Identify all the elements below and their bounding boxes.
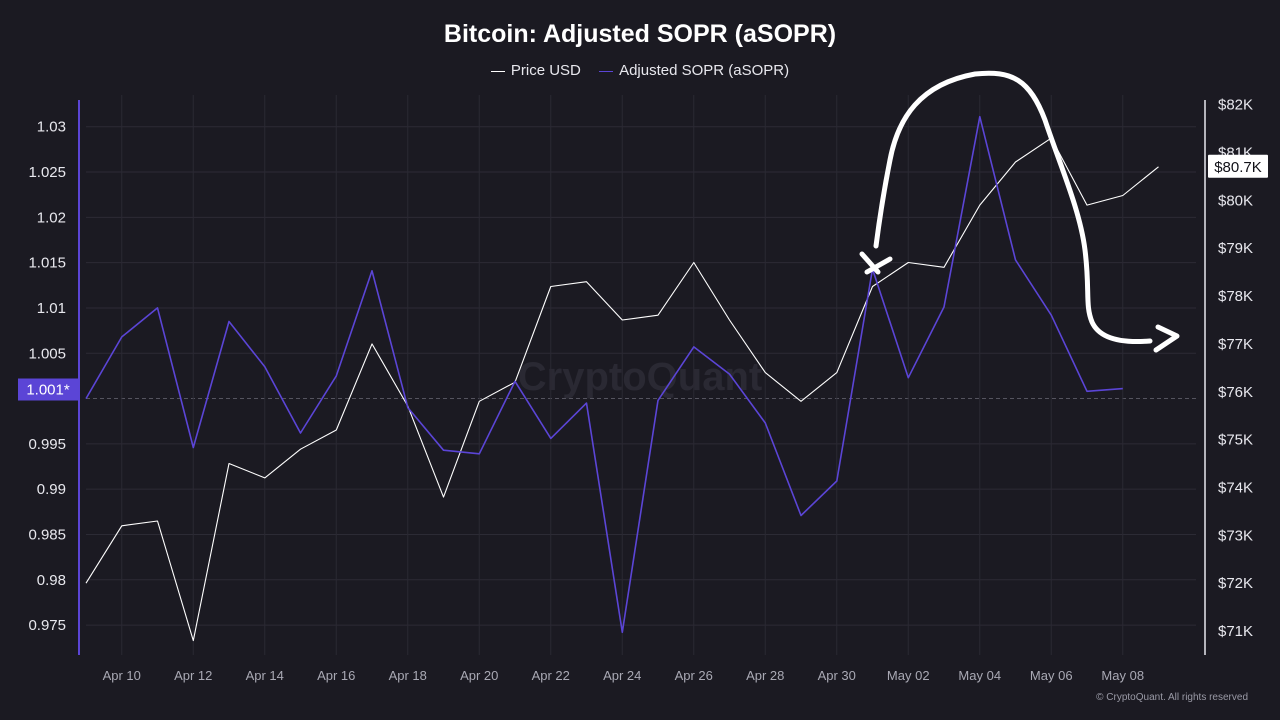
hand-drawn-annotation xyxy=(859,70,1180,353)
y-left-current-label: 1.001* xyxy=(26,381,70,398)
y-left-tick-label: 1.005 xyxy=(28,345,66,362)
x-tick-label: Apr 26 xyxy=(675,668,713,683)
y-left-tick-label: 1.015 xyxy=(28,255,66,272)
legend-swatch-asopr xyxy=(599,70,614,72)
y-left-tick-label: 1.01 xyxy=(37,300,66,317)
legend-item-price[interactable]: Price USD xyxy=(490,62,581,79)
series-lines xyxy=(85,115,1159,642)
y-right-tick-label: $77K xyxy=(1218,336,1253,353)
legend-item-asopr[interactable]: Adjusted SOPR (aSOPR) xyxy=(599,62,789,79)
annotation-arrowhead xyxy=(1153,324,1180,353)
x-tick-label: Apr 24 xyxy=(603,668,641,683)
series-line-asopr xyxy=(85,115,1123,634)
series-line-price xyxy=(85,137,1159,642)
y-right-tick-label: $78K xyxy=(1218,288,1253,305)
x-tick-label: Apr 12 xyxy=(174,668,212,683)
copyright-notice: © CryptoQuant. All rights reserved xyxy=(1096,692,1248,703)
y-left-tick-label: 0.985 xyxy=(28,526,66,543)
legend-swatch-price xyxy=(490,70,505,72)
y-right-tick-label: $71K xyxy=(1218,623,1253,640)
x-tick-label: Apr 16 xyxy=(317,668,355,683)
legend-label-price: Price USD xyxy=(510,62,581,79)
x-tick-label: May 08 xyxy=(1101,668,1144,683)
legend-label-asopr: Adjusted SOPR (aSOPR) xyxy=(619,62,790,79)
y-right-tick-label: $72K xyxy=(1218,575,1253,592)
y-right-current-label: $80.7K xyxy=(1214,159,1262,176)
y-left-tick-label: 1.03 xyxy=(37,119,66,136)
x-tick-label: May 04 xyxy=(958,668,1001,683)
x-tick-label: Apr 28 xyxy=(746,668,784,683)
chart-legend: Price USD Adjusted SOPR (aSOPR) xyxy=(0,62,1280,79)
y-left-tick-label: 0.98 xyxy=(37,572,66,589)
grid-lines xyxy=(86,95,1196,655)
x-tick-label: Apr 10 xyxy=(103,668,141,683)
chart-title: Bitcoin: Adjusted SOPR (aSOPR) xyxy=(443,20,837,48)
y-right-tick-label: $82K xyxy=(1218,97,1253,114)
x-tick-label: Apr 14 xyxy=(246,668,284,683)
y-right-tick-label: $73K xyxy=(1218,527,1253,544)
x-tick-label: May 02 xyxy=(887,668,930,683)
y-right-current-badge xyxy=(1208,154,1268,178)
x-tick-label: Apr 30 xyxy=(818,668,856,683)
x-tick-label: Apr 20 xyxy=(460,668,498,683)
y-right-tick-label: $75K xyxy=(1218,432,1253,449)
y-right-tick-label: $80K xyxy=(1218,192,1253,209)
axes xyxy=(78,100,1206,655)
annotation-arc-arrow xyxy=(873,70,1153,344)
tick-labels: 1.03 1.025 1.02 1.015 1.01 1.005 0.995 0.99 0.98… xyxy=(18,97,1268,683)
y-left-tick-label: 1.02 xyxy=(37,209,66,226)
x-tick-label: May 06 xyxy=(1030,668,1073,683)
y-left-current-badge xyxy=(18,378,78,401)
x-tick-label: Apr 22 xyxy=(532,668,570,683)
x-tick-label: Apr 18 xyxy=(389,668,427,683)
watermark: CryptoQuant xyxy=(518,355,762,399)
y-right-tick-label: $76K xyxy=(1218,384,1253,401)
y-left-tick-label: 1.025 xyxy=(28,164,66,181)
y-right-tick-label: $79K xyxy=(1218,240,1253,257)
annotation-cross-mark xyxy=(859,251,893,275)
y-right-tick-label: $74K xyxy=(1218,479,1253,496)
y-left-tick-label: 0.99 xyxy=(37,481,66,498)
y-left-tick-label: 0.975 xyxy=(28,617,66,634)
y-left-tick-label: 0.995 xyxy=(28,436,66,453)
